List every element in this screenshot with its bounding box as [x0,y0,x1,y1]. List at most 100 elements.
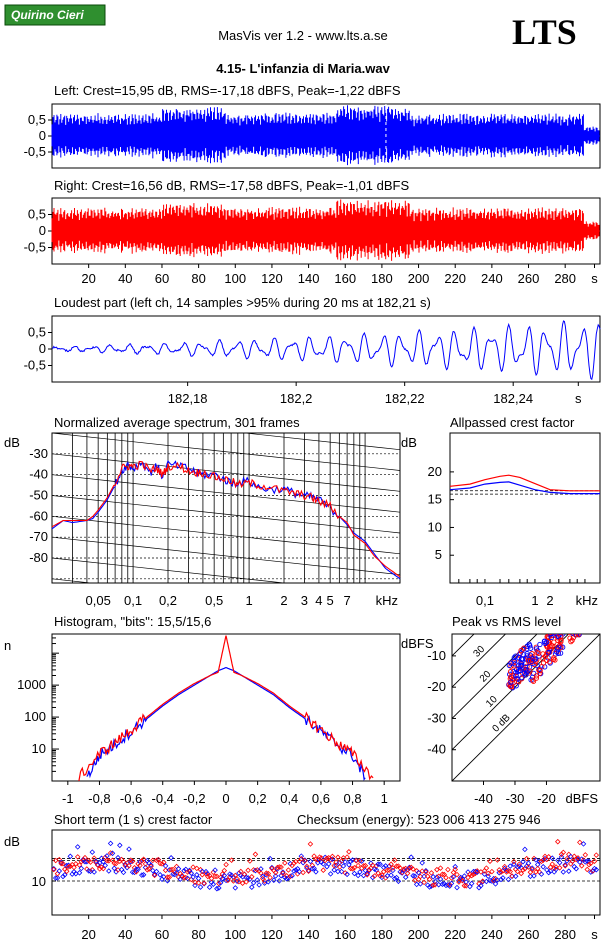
stc-point [417,881,424,887]
stc-point [58,859,64,866]
hist-series-blue [86,666,366,781]
right-xtick-label: 280 [554,271,576,286]
stc-point [357,858,363,864]
stc-ytick-label: 10 [32,874,46,889]
stc-point [166,874,173,880]
stc-point [448,875,455,881]
stc-point [236,878,242,885]
spec-xtick-label: 0,05 [86,593,111,608]
stc-point [137,859,143,865]
loudest-title: Loudest part (left ch, 14 samples >95% d… [54,295,431,310]
stc-point [421,879,427,886]
pvr-ytick-label: -20 [427,679,446,694]
hist-xtick-label: 0,4 [280,791,298,806]
pvr-point [568,626,572,630]
allp-ytick-label: 15 [428,492,442,507]
hist-xtick-label: -0,4 [152,791,174,806]
allp-frame [449,432,601,584]
stc-point [578,856,585,862]
pvr-point [576,626,580,630]
stc-point [63,868,70,875]
pvr-point [572,626,576,630]
stc-point [505,876,512,883]
stc-xtick-label: 180 [371,927,393,942]
pvr-point [542,640,548,647]
loudest-part-plot: 0,50 -0,5 182,18 182,2 182,22 182,24 s [24,315,601,406]
pvr-crest-line [452,634,507,688]
stc-point [56,868,63,874]
right-ytick-label: 0 [39,223,46,238]
right-xtick-label: 100 [224,271,246,286]
stc-xtick-label: 260 [518,927,540,942]
stc-point [234,876,240,882]
stc-point [566,868,572,874]
stc-point [188,870,195,876]
pvr-point [555,646,561,652]
stc-point [423,869,429,875]
app-title: MasVis ver 1.2 - www.lts.a.se [218,28,388,43]
stc-point [272,869,279,876]
stc-point [54,870,61,877]
stc-point [217,880,224,886]
stc-point [276,878,283,884]
stc-point [139,872,145,878]
pvr-point [570,626,574,630]
pvr-point [558,634,564,640]
stc-point [430,882,436,888]
stc-point [452,866,458,873]
stc-point [223,877,229,884]
stc-point [357,869,363,875]
hist-ytick-label: 10 [32,741,46,756]
pvr-point [511,654,517,661]
stc-point [100,865,107,872]
stc-point [490,875,497,882]
stc-point [472,870,479,877]
stc-point [62,872,68,878]
stc-point [435,873,442,880]
stc-point [371,866,378,872]
stc-point [421,873,427,880]
stc-point [282,860,288,866]
pvr-point [525,658,532,664]
stc-point [593,852,600,858]
pvr-point [570,634,576,636]
stc-point [511,858,517,865]
stc-point [588,860,594,867]
pvr-point [518,662,524,668]
stc-point [327,857,334,863]
stc-point [428,883,435,889]
stc-point [111,865,118,872]
stc-point [216,885,222,891]
stc-point [498,869,504,875]
stc-point [265,870,272,877]
allp-ytick-label: 10 [428,519,442,534]
stc-point [564,858,570,864]
stc-point [340,863,347,869]
stc-point [106,868,112,874]
pvr-point [553,628,557,632]
stc-point [234,878,240,884]
stc-point [302,858,308,864]
allp-series-blue [449,481,600,495]
pvr-point [562,626,566,630]
stc-point [415,869,422,876]
stc-point [439,871,446,878]
stc-point [523,863,530,869]
stc-point [249,874,255,880]
stc-point [271,877,277,883]
stc-point [111,860,118,867]
pvr-point [537,641,543,648]
stc-point [300,869,306,876]
pvr-point [578,626,582,630]
stc-point [82,854,88,861]
stc-point [577,839,583,846]
hist-series-red [78,635,374,782]
stc-point [247,858,253,864]
stc-point [391,857,398,863]
stc-point [87,859,94,865]
stc-point [434,874,440,880]
pvr-point [523,667,529,673]
stc-point [320,861,327,867]
stc-point [164,874,171,880]
